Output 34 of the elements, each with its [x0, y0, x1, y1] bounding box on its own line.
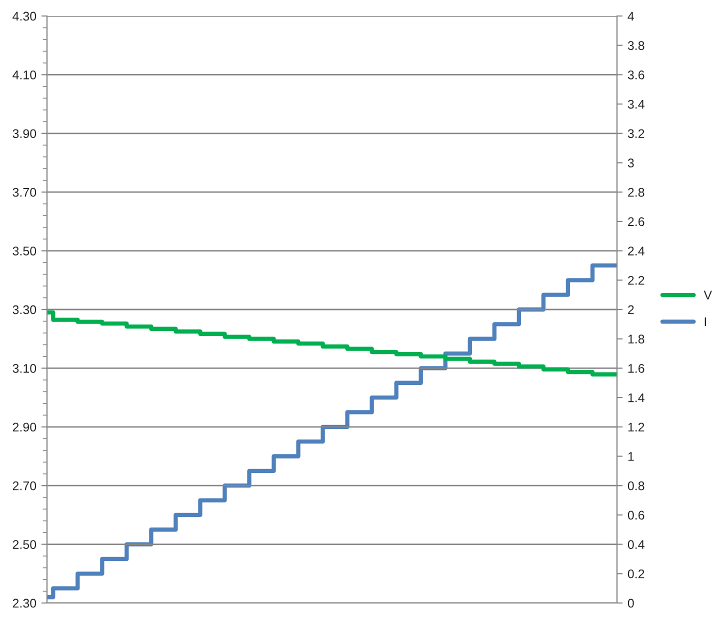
y-tick-label: 2.30: [12, 598, 36, 608]
y2-tick-label: 3.2: [628, 129, 644, 138]
y-tick-label: 4.10: [12, 70, 36, 80]
y2-tick-label: 3.6: [628, 70, 644, 80]
y2-tick-label: 2.2: [628, 276, 644, 285]
y2-tick-label: 1: [628, 452, 634, 461]
y-tick-label: 4.30: [12, 12, 36, 21]
y2-tick-label: 0.2: [628, 569, 644, 578]
y-tick-label: 3.10: [12, 364, 36, 373]
y-tick-label: 3.70: [12, 188, 36, 197]
y2-tick-label: 1.6: [628, 364, 644, 373]
y2-tick-label: 2: [628, 305, 634, 314]
y-tick-label: 2.70: [12, 481, 36, 490]
y2-tick-label: 1.2: [628, 422, 644, 432]
legend-label: V: [704, 290, 712, 300]
y-tick-label: 3.50: [12, 246, 36, 256]
y2-tick-label: 2.8: [628, 188, 644, 197]
y2-tick-label: 1.8: [628, 334, 644, 344]
y-tick-label: 3.30: [12, 305, 36, 314]
y2-tick-label: 3: [628, 158, 634, 168]
y2-tick-label: 0.6: [628, 510, 644, 520]
y2-tick-label: 1.4: [628, 393, 644, 402]
y2-tick-label: 2.4: [628, 246, 644, 256]
y-tick-label: 3.90: [12, 129, 36, 138]
y2-tick-label: 2.6: [628, 217, 644, 226]
y2-tick-label: 0.8: [628, 481, 644, 490]
y2-tick-label: 0.4: [628, 540, 644, 549]
y-tick-label: 2.50: [12, 540, 36, 549]
y-tick-label: 2.90: [12, 422, 36, 432]
legend-label: I: [704, 317, 706, 326]
y2-tick-label: 3.8: [628, 41, 644, 50]
y2-tick-label: 0: [628, 598, 634, 608]
y2-tick-label: 3.4: [628, 100, 644, 109]
y2-tick-label: 4: [628, 12, 634, 21]
